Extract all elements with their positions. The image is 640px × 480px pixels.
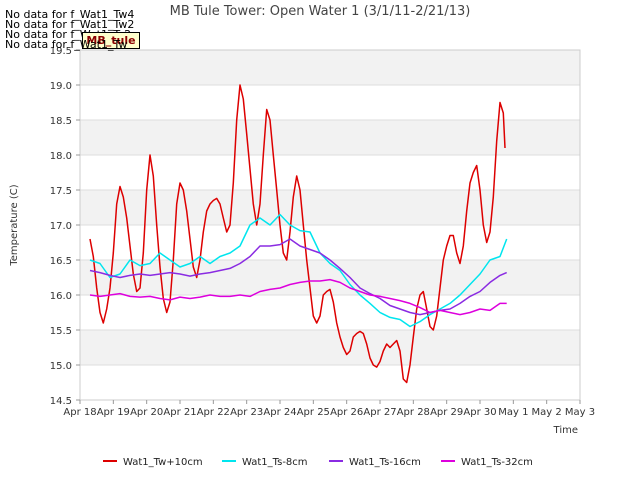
y-tick-label: 16.0 [50,291,72,302]
x-tick-label: Apr 24 [263,407,296,418]
x-tick-label: May 1 [498,407,528,418]
series-line [89,213,508,328]
legend-label: Wat1_Ts-8cm [242,457,308,468]
y-tick-label: 17.0 [50,221,72,232]
grid-band [80,330,580,365]
series-lines [89,84,508,384]
x-tick-label: Apr 28 [397,407,430,418]
no-data-message: No data for f_Wat1_Tw4 [5,8,135,21]
x-tick-label: Apr 29 [430,407,463,418]
x-tick-label: Apr 19 [97,407,130,418]
x-tick-label: Apr 25 [297,407,330,418]
grid-band [80,50,580,85]
legend-label: Wat1_Ts-16cm [349,457,421,468]
no-data-message: No data for f_Wat1_Ts2 [5,28,132,41]
legend-label: Wat1_Tw+10cm [123,457,203,468]
legend: Wat1_Tw+10cm Wat1_Ts-8cm Wat1_Ts-16cm Wat1_… [103,457,533,468]
y-axis-label: Temperature (C) [9,184,20,266]
y-tick-label: 15.5 [50,326,72,337]
y-tick-label: 18.0 [50,151,72,162]
y-tick-label: 15.0 [50,361,72,372]
y-tick-label: 14.5 [50,396,72,407]
x-tick-label: Apr 30 [463,407,496,418]
x-tick-label: Apr 27 [363,407,396,418]
y-tick-label: 16.5 [50,256,72,267]
x-tick-label: Apr 20 [130,407,163,418]
y-tick-label: 18.5 [50,116,72,127]
chart-title: MB Tule Tower: Open Water 1 (3/1/11-2/21… [170,4,471,19]
x-tick-label: Apr 22 [197,407,230,418]
x-tick-label: Apr 26 [330,407,363,418]
y-tick-label: 19.0 [50,81,72,92]
series-line [89,278,507,316]
x-axis-ticks: Apr 18 Apr 19 Apr 20 Apr 21 Apr 22 Apr 23 Apr … [63,400,595,418]
legend-label: Wat1_Ts-32cm [461,457,533,468]
x-axis-label: Time [553,425,578,436]
x-tick-label: Apr 18 [63,407,96,418]
no-data-message: No data for f_Wat1_Tw2 [5,18,135,31]
y-tick-label: 17.5 [50,186,72,197]
x-tick-label: May 3 [565,407,595,418]
x-tick-label: May 2 [532,407,562,418]
site-label: MB_tule [82,32,140,49]
y-tick-label: 19.5 [50,46,72,57]
no-data-message: No data for f_Wat1_Tw [5,38,128,51]
x-tick-label: Apr 21 [163,407,196,418]
x-tick-label: Apr 23 [230,407,263,418]
y-axis-ticks: 14.5 15.0 15.5 16.0 16.5 17.0 17.5 18.0 18.5 19.0… [50,46,80,407]
grid-band [80,190,580,225]
